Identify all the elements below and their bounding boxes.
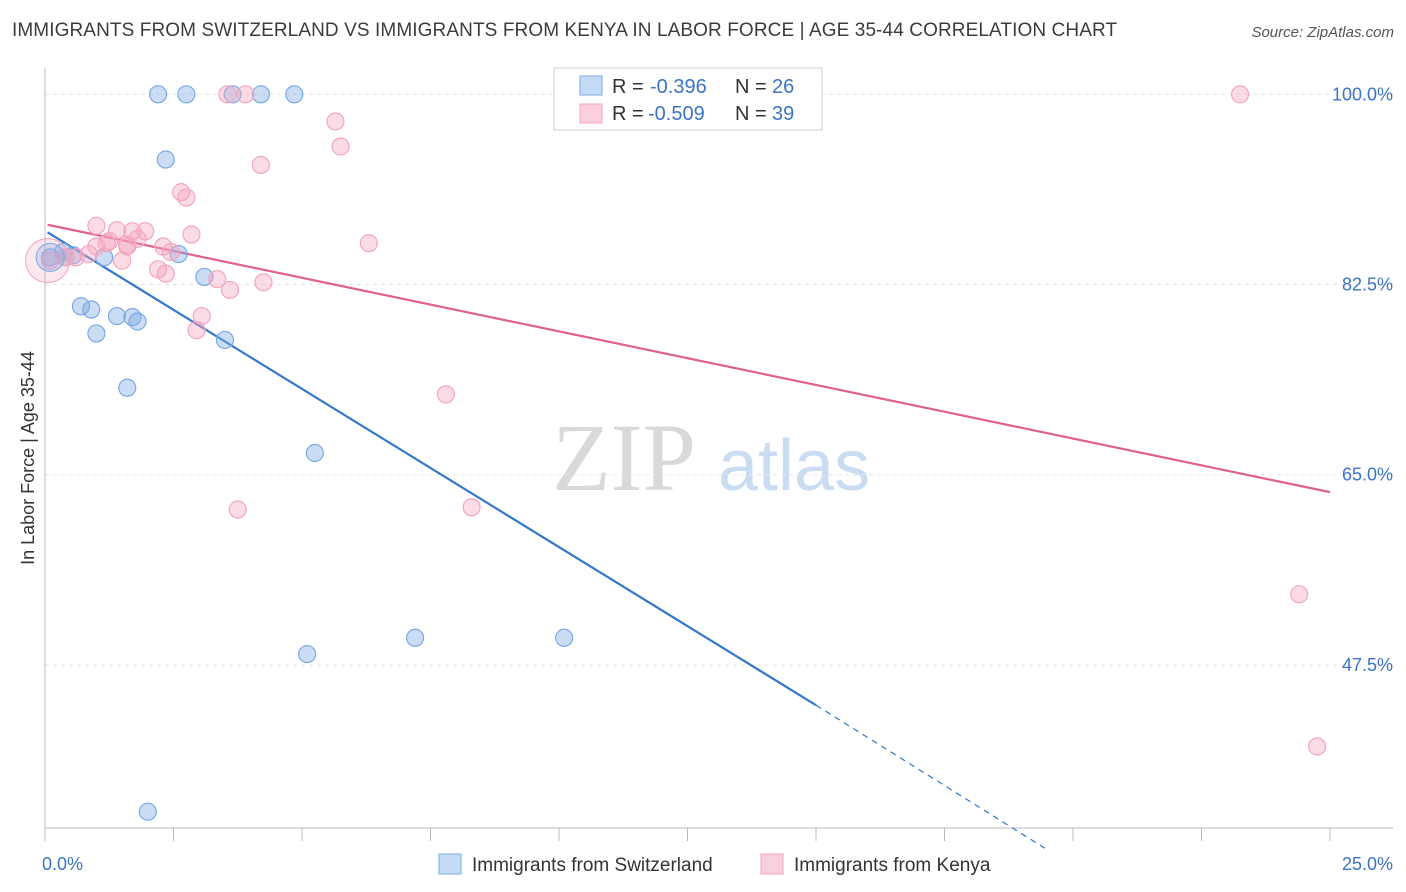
series-legend: Immigrants from Switzerland Immigrants f… xyxy=(438,853,991,876)
switzerland-cluster-marker xyxy=(35,242,65,272)
switzerland-point-24 xyxy=(555,628,574,647)
legend-n-label-1: N = xyxy=(735,76,767,98)
kenya-point-7 xyxy=(100,231,119,251)
switzerland-trend-extension xyxy=(815,704,1048,851)
legend-n-label-2: N = xyxy=(735,103,767,125)
legend-r-value-1: -0.396 xyxy=(650,76,707,98)
bottom-legend-label-switzerland: Immigrants from Switzerland xyxy=(472,855,713,876)
legend-swatch-switzerland xyxy=(579,75,603,96)
kenya-point-31 xyxy=(462,498,481,517)
kenya-point-24 xyxy=(251,155,270,175)
switzerland-point-7 xyxy=(87,324,106,343)
switzerland-point-11 xyxy=(118,378,137,397)
kenya-point-22 xyxy=(218,85,237,104)
kenya-point-13 xyxy=(156,264,175,283)
kenya-point-20 xyxy=(208,269,227,289)
kenya-point-2 xyxy=(87,216,106,235)
kenya-point-29 xyxy=(228,500,247,519)
y-tick-label-2: 65.0% xyxy=(1342,465,1393,485)
kenya-point-26 xyxy=(326,112,345,131)
kenya-point-28 xyxy=(359,234,378,253)
data-points xyxy=(25,85,1327,821)
switzerland-point-23 xyxy=(405,628,425,647)
y-tick-label-1: 82.5% xyxy=(1342,275,1393,295)
switzerland-point-22 xyxy=(298,644,317,664)
switzerland-point-14 xyxy=(148,85,168,104)
watermark-zip: ZIP xyxy=(552,404,696,511)
switzerland-point-15 xyxy=(177,85,196,104)
kenya-point-23 xyxy=(236,85,255,104)
y-axis-label: In Labor Force | Age 35-44 xyxy=(18,351,38,565)
switzerland-point-21 xyxy=(305,443,324,463)
y-tick-labels: 100.0% 82.5% 65.0% 47.5% xyxy=(1332,84,1393,675)
kenya-point-33 xyxy=(1290,585,1309,604)
legend-n-value-1: 26 xyxy=(772,76,794,98)
switzerland-point-12 xyxy=(215,330,234,350)
bottom-legend-label-kenya: Immigrants from Kenya xyxy=(794,855,991,876)
switzerland-trend-line xyxy=(46,231,817,707)
kenya-point-11 xyxy=(136,222,155,241)
y-tick-label-0: 100.0% xyxy=(1332,84,1393,104)
kenya-point-35 xyxy=(118,237,137,256)
source-credit: Source: ZipAtlas.com xyxy=(1251,24,1394,41)
kenya-point-38 xyxy=(66,248,85,267)
switzerland-point-18 xyxy=(285,85,304,104)
watermark-atlas: atlas xyxy=(718,426,870,506)
switzerland-point-16 xyxy=(223,85,242,104)
x-tick-labels: 0.0% 25.0% xyxy=(42,854,1393,874)
legend-n-value-2: 39 xyxy=(772,103,794,125)
bottom-legend-swatch-switzerland xyxy=(438,853,462,875)
kenya-point-25 xyxy=(254,273,273,292)
switzerland-point-5 xyxy=(71,297,91,316)
switzerland-point-17 xyxy=(251,85,270,104)
kenya-point-27 xyxy=(331,137,350,156)
correlation-legend: R = -0.396 N = 26 R = -0.509 N = 39 xyxy=(553,67,823,131)
kenya-point-17 xyxy=(182,225,201,244)
bottom-legend-swatch-kenya xyxy=(760,853,784,875)
switzerland-point-6 xyxy=(82,300,101,319)
trend-lines xyxy=(46,223,1331,851)
kenya-point-15 xyxy=(172,183,191,202)
kenya-point-16 xyxy=(177,188,196,207)
kenya-point-37 xyxy=(154,237,173,256)
kenya-trend-line xyxy=(47,223,1331,494)
legend-r-label-2: R = xyxy=(612,103,644,125)
x-tick-label-0: 0.0% xyxy=(42,854,83,874)
x-tick-label-1: 25.0% xyxy=(1342,854,1393,874)
legend-r-label-1: R = xyxy=(612,76,644,98)
y-tick-label-3: 47.5% xyxy=(1342,655,1393,675)
switzerland-point-10 xyxy=(128,312,147,331)
legend-swatch-kenya xyxy=(579,103,603,124)
kenya-point-30 xyxy=(436,385,456,404)
switzerland-point-8 xyxy=(107,306,127,326)
gridlines xyxy=(45,93,1393,666)
kenya-point-21 xyxy=(220,280,240,300)
legend-r-value-2: -0.509 xyxy=(648,103,705,125)
chart-title: IMMIGRANTS FROM SWITZERLAND VS IMMIGRANT… xyxy=(12,20,1118,41)
kenya-point-32 xyxy=(1230,85,1250,104)
kenya-point-18 xyxy=(187,321,206,340)
switzerland-point-25 xyxy=(138,802,157,821)
kenya-cluster-marker xyxy=(25,238,71,284)
kenya-point-8 xyxy=(112,251,132,270)
kenya-point-0 xyxy=(41,251,60,270)
axes xyxy=(44,68,1393,841)
switzerland-point-19 xyxy=(156,150,175,169)
kenya-point-19 xyxy=(192,306,211,326)
kenya-point-3 xyxy=(97,234,116,253)
kenya-point-10 xyxy=(128,229,147,248)
watermark: ZIP atlas xyxy=(552,404,870,511)
kenya-point-34 xyxy=(1308,737,1327,756)
